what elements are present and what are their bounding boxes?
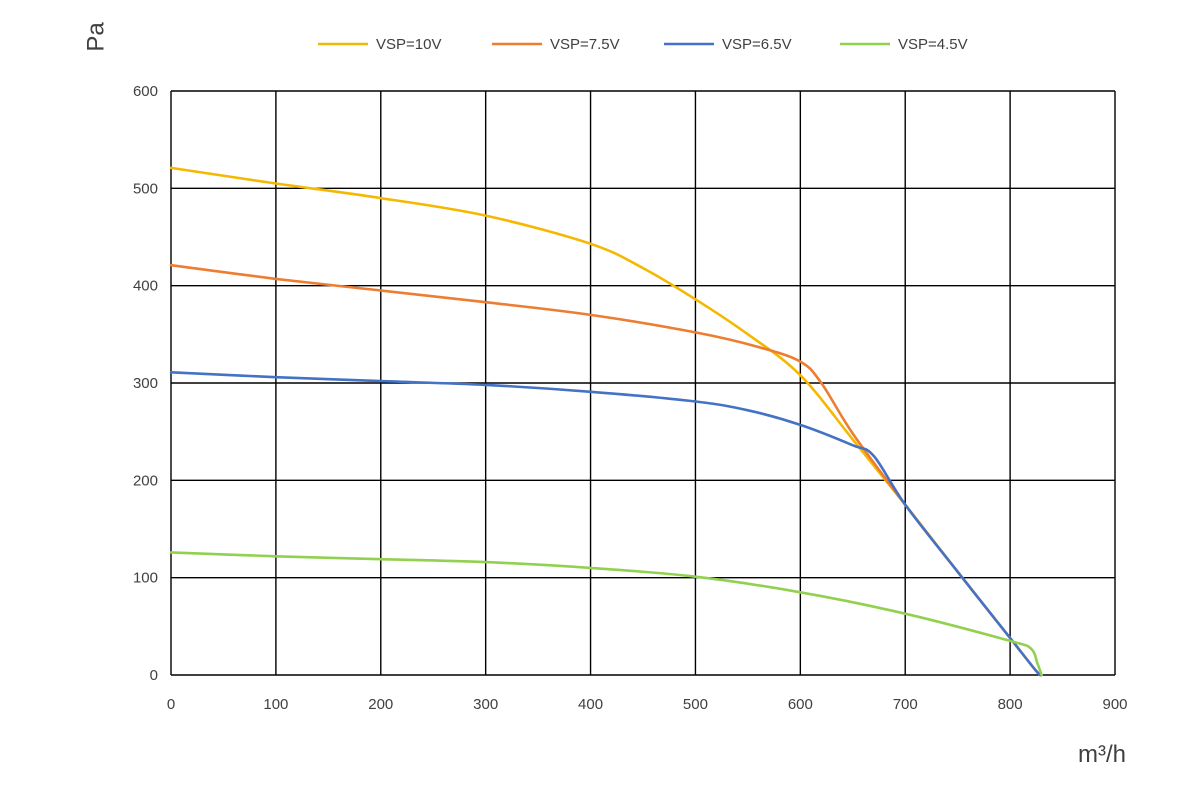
y-tick-label: 300 <box>133 375 158 392</box>
x-tick-label: 700 <box>893 696 918 713</box>
legend-label: VSP=4.5V <box>898 36 968 53</box>
series-lines <box>169 166 1043 677</box>
x-tick-label: 500 <box>683 696 708 713</box>
legend-label: VSP=6.5V <box>722 36 792 53</box>
x-tick-label: 600 <box>788 696 813 713</box>
y-tick-label: 100 <box>133 570 158 587</box>
x-tick-label: 900 <box>1102 696 1127 713</box>
y-tick-label: 500 <box>133 180 158 197</box>
x-tick-label: 100 <box>263 696 288 713</box>
y-tick-labels: 0 100 200 300 400 500 600 <box>133 83 158 684</box>
x-tick-label: 200 <box>368 696 393 713</box>
y-axis-title: Pa <box>83 22 110 52</box>
y-tick-label: 600 <box>133 83 158 100</box>
x-tick-label: 800 <box>998 696 1023 713</box>
legend: VSP=10V VSP=7.5V VSP=6.5V VSP=4.5V <box>318 36 968 53</box>
y-tick-label: 0 <box>150 667 158 684</box>
y-tick-label: 400 <box>133 278 158 295</box>
series-line-4 <box>169 551 1043 677</box>
series-line-3 <box>169 371 1043 677</box>
x-tick-label: 400 <box>578 696 603 713</box>
x-tick-label: 0 <box>167 696 175 713</box>
x-axis-title: m³/h <box>1078 741 1126 768</box>
x-tick-labels: 0 100 200 300 400 500 600 700 800 900 <box>167 696 1128 713</box>
x-tick-label: 300 <box>473 696 498 713</box>
y-tick-label: 200 <box>133 472 158 489</box>
legend-label: VSP=10V <box>376 36 441 53</box>
gridlines <box>170 90 1116 676</box>
legend-label: VSP=7.5V <box>550 36 620 53</box>
